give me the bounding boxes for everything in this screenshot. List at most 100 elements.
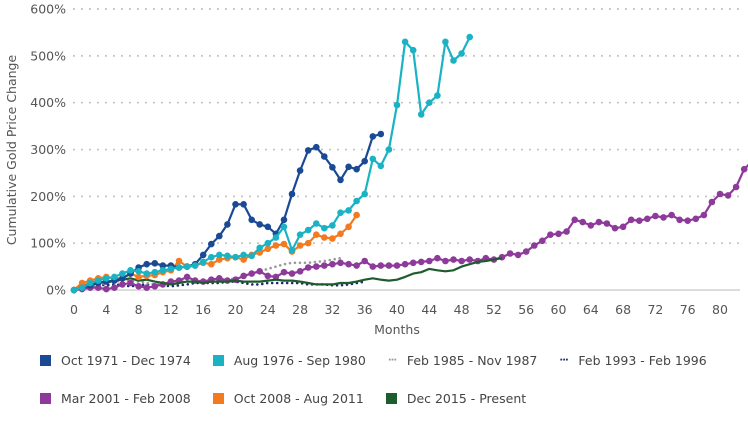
data-point — [353, 197, 360, 205]
data-point — [135, 268, 142, 275]
data-point — [724, 192, 732, 199]
data-point — [313, 143, 320, 151]
data-point — [700, 211, 708, 219]
data-point — [337, 230, 344, 238]
data-point — [434, 92, 441, 99]
x-tick-label: 24 — [260, 302, 276, 317]
data-point — [240, 256, 247, 263]
y-tick-label: 400% — [30, 95, 66, 110]
legend-item[interactable]: Oct 1971 - Dec 1974 — [40, 353, 191, 368]
data-point — [361, 190, 369, 198]
data-point — [86, 279, 94, 287]
legend-row: Oct 1971 - Dec 1974 Aug 1976 - Sep 1980 … — [40, 348, 740, 372]
data-point — [385, 262, 393, 269]
data-point — [393, 262, 401, 269]
data-point — [321, 234, 328, 241]
data-point — [417, 111, 425, 118]
data-point — [280, 240, 288, 248]
legend-item[interactable]: Mar 2001 - Feb 2008 — [40, 391, 191, 406]
data-point — [377, 162, 385, 170]
legend-item[interactable]: ··· Feb 1985 - Nov 1987 — [388, 353, 538, 368]
data-point — [563, 228, 570, 235]
data-point — [442, 38, 449, 46]
data-point — [321, 224, 328, 232]
legend-label: Dec 2015 - Present — [406, 390, 527, 406]
data-point — [256, 244, 264, 252]
data-point — [216, 256, 223, 263]
legend-swatch — [40, 392, 51, 404]
data-point — [361, 257, 369, 265]
data-point — [256, 268, 264, 275]
x-tick-label: 56 — [518, 302, 534, 317]
data-point — [740, 165, 748, 173]
x-tick-label: 32 — [324, 302, 340, 317]
data-point — [304, 239, 312, 247]
data-point — [353, 262, 360, 269]
data-point — [409, 46, 417, 54]
data-point — [393, 101, 401, 109]
data-point — [78, 284, 86, 292]
series-group — [70, 33, 748, 294]
data-point — [458, 50, 465, 57]
data-point — [531, 242, 538, 249]
data-point — [272, 234, 280, 241]
legend-item[interactable]: Dec 2015 - Present — [385, 390, 527, 406]
y-tick-label: 0% — [46, 283, 66, 298]
legend-swatch — [212, 354, 224, 366]
x-tick-label: 52 — [486, 302, 502, 317]
x-tick-label: 44 — [421, 302, 437, 317]
data-point — [652, 212, 659, 220]
data-point — [288, 246, 296, 254]
data-point — [345, 260, 352, 268]
legend-item[interactable]: Oct 2008 - Aug 2011 — [212, 391, 364, 406]
series-oct-1971-dec-1974 — [70, 130, 385, 294]
data-point — [240, 272, 247, 280]
data-point — [264, 272, 272, 280]
x-tick-label: 80 — [712, 302, 728, 317]
data-point — [264, 223, 272, 231]
data-point — [595, 218, 603, 226]
data-point — [151, 260, 159, 267]
data-point — [345, 223, 352, 231]
data-point — [119, 281, 126, 288]
data-point — [103, 285, 110, 293]
legend-item[interactable]: Aug 1976 - Sep 1980 — [212, 353, 366, 368]
data-point — [458, 257, 465, 265]
data-point — [78, 279, 86, 287]
legend-label: Feb 1993 - Feb 1996 — [578, 352, 707, 368]
data-point — [304, 264, 312, 271]
data-point — [199, 258, 207, 266]
data-point — [466, 256, 474, 263]
x-tick-label: 28 — [292, 302, 308, 317]
data-point — [611, 224, 619, 232]
data-point — [539, 237, 546, 245]
data-point — [587, 222, 595, 229]
x-tick-label: 64 — [583, 302, 599, 317]
data-point — [280, 223, 288, 231]
data-point — [636, 217, 643, 224]
data-point — [329, 222, 336, 229]
data-point — [426, 99, 433, 106]
data-point — [579, 218, 586, 226]
legend-item[interactable]: ··· Feb 1993 - Feb 1996 — [559, 353, 706, 368]
data-point — [401, 38, 409, 46]
data-point — [555, 230, 562, 238]
x-tick-label: 72 — [647, 302, 663, 317]
data-point — [732, 183, 740, 191]
x-tick-label: 76 — [680, 302, 696, 317]
data-point — [716, 190, 724, 198]
data-point — [603, 220, 611, 227]
data-point — [111, 284, 118, 292]
data-point — [547, 231, 554, 238]
data-point — [450, 57, 457, 64]
data-point — [264, 239, 272, 247]
data-point — [369, 263, 377, 270]
data-point — [151, 268, 159, 276]
data-point — [224, 221, 231, 228]
data-point — [450, 256, 457, 263]
data-point — [272, 242, 280, 249]
data-point — [248, 270, 255, 277]
data-point — [111, 273, 118, 281]
data-point — [321, 262, 328, 269]
x-axis: 0 4 8 12 16 20 24 28 32 36 40 44 48 52 56 60 64 68 72 76 80 — [70, 302, 728, 317]
